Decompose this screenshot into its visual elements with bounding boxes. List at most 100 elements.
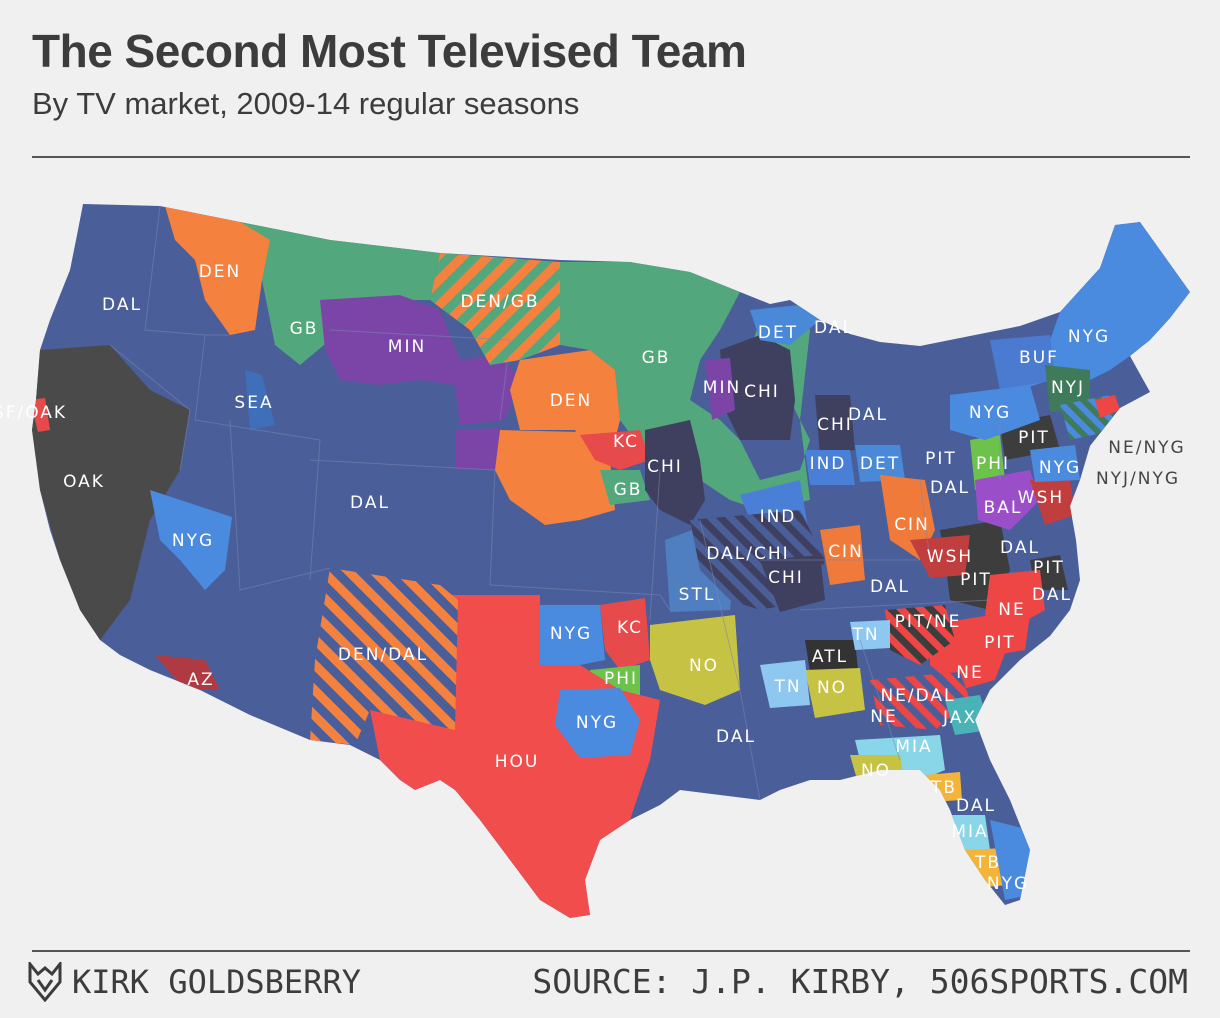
map-label-ind: IND <box>760 507 797 527</box>
region-ind <box>805 450 855 485</box>
map-label-cin: CIN <box>894 515 930 535</box>
map-label-dal: DAL <box>814 318 854 338</box>
map-label-dal: DAL <box>930 478 970 498</box>
region-den-lower <box>495 430 615 525</box>
map-label-det: DET <box>860 454 900 474</box>
region-wsh-va <box>910 535 970 578</box>
region-no-al <box>805 668 865 718</box>
region-pit-ne <box>885 605 955 665</box>
map-label-nyg: NYG <box>172 531 214 551</box>
map-label-buf: BUF <box>1019 348 1059 368</box>
region-nyg-nv <box>150 490 232 590</box>
map-label-nyg: NYG <box>969 403 1011 423</box>
map-label-den: DEN <box>550 391 593 411</box>
map-label-den: DEN <box>199 262 242 282</box>
map-label-bal: BAL <box>984 498 1023 518</box>
map-label-phi: PHI <box>976 454 1010 474</box>
region-det-up <box>750 305 820 345</box>
map-label-atl: ATL <box>812 647 848 667</box>
region-pit-nc <box>985 615 1030 655</box>
map-label-dal-chi: DAL/CHI <box>706 544 789 564</box>
map-label-nyg: NYG <box>1068 327 1110 347</box>
map-label-tb: TB <box>930 778 957 798</box>
map-label-dal: DAL <box>716 727 756 747</box>
map-label-pit: PIT <box>984 633 1016 653</box>
map-label-dal: DAL <box>350 493 390 513</box>
region-chi-ia <box>645 420 705 525</box>
state-borders <box>109 205 1001 801</box>
map-label-ne: NE <box>870 707 897 727</box>
map-label-dal: DAL <box>848 405 888 425</box>
map-label-sea: SEA <box>234 393 273 413</box>
map-label-dal: DAL <box>1032 585 1072 605</box>
map-label-kc: KC <box>613 432 639 452</box>
bottom-divider <box>32 950 1190 952</box>
map-label-pit: PIT <box>1033 558 1065 578</box>
map-label-nyg: NYG <box>550 624 592 644</box>
map-label-chi: CHI <box>744 382 780 402</box>
team-labels: DEN DAL GB MIN DEN/GB SF/OAK SEA OAK NYG DAL DEN GB… <box>0 262 1184 894</box>
region-gb-mn <box>560 262 810 510</box>
map-label-ne: NE <box>956 663 983 683</box>
region-cin-ky <box>820 525 865 585</box>
region-wsh <box>1030 478 1075 525</box>
region-ne-dal <box>870 672 970 730</box>
region-chi-wi <box>720 335 795 440</box>
region-nyg-nj <box>1030 445 1080 482</box>
region-nyg-ny <box>950 385 1040 440</box>
map-label-wsh: WSH <box>1018 488 1064 508</box>
region-bal <box>975 470 1040 530</box>
top-divider <box>32 156 1190 158</box>
map-label-min: MIN <box>703 378 741 398</box>
map-label-nyg: NYG <box>1039 458 1081 478</box>
region-min-east <box>705 358 735 420</box>
page-subtitle: By TV market, 2009-14 regular seasons <box>32 86 580 121</box>
region-den-nw <box>165 206 275 335</box>
map-label-mia: MIA <box>895 737 932 757</box>
map-label-gb: GB <box>290 319 319 339</box>
source-credit: SOURCE: J.P. KIRBY, 506SPORTS.COM <box>532 962 1188 1001</box>
map-label-stl: STL <box>679 585 716 605</box>
fox-logo-icon <box>28 962 62 1002</box>
map-label-tn: TN <box>773 677 801 697</box>
map-label-gb: GB <box>642 348 671 368</box>
map-label-mia: MIA <box>951 822 988 842</box>
map-label-wsh: WSH <box>927 547 973 567</box>
map-label-pit: PIT <box>925 449 957 469</box>
map-label-ind: IND <box>810 454 847 474</box>
map-label-tb: TB <box>974 853 1001 873</box>
region-no-ar <box>650 615 740 705</box>
region-gb-mt <box>240 222 440 365</box>
map-label-dal: DAL <box>956 796 996 816</box>
map-label-hou: HOU <box>495 752 540 772</box>
map-label-nyj-nyg: NYJ/NYG <box>1096 469 1180 489</box>
map-label-pit: PIT <box>960 570 992 590</box>
map-label-ne: NE <box>998 600 1025 620</box>
map-label-az: AZ <box>187 670 214 690</box>
region-min-west <box>320 295 520 425</box>
map-label-jax: JAX <box>942 708 977 728</box>
region-nyg-tx <box>555 688 640 758</box>
map-label-dal: DAL <box>102 295 142 315</box>
map-label-pit: PIT <box>1018 428 1050 448</box>
region-nyj <box>1045 365 1090 412</box>
region-chi-mi <box>815 395 855 455</box>
author-name: KIRK GOLDSBERRY <box>72 963 361 1001</box>
map-label-chi: CHI <box>768 568 804 588</box>
region-den-dal <box>310 568 458 745</box>
map-label-phi: PHI <box>604 669 638 689</box>
region-kc-ok <box>600 598 650 670</box>
map-label-oak: OAK <box>63 472 105 492</box>
map-label-chi: CHI <box>647 457 683 477</box>
map-label-no: NO <box>861 761 891 781</box>
region-tn-ms <box>760 660 810 708</box>
region-oak <box>32 345 190 640</box>
author-credit: KIRK GOLDSBERRY <box>28 962 361 1002</box>
region-ne-ct <box>1095 395 1120 418</box>
map-label-gb: GB <box>614 480 643 500</box>
map-label-sf-oak: SF/OAK <box>0 403 67 423</box>
map-label-cin: CIN <box>828 542 864 562</box>
region-buf <box>990 335 1055 390</box>
map-label-ne-dal: NE/DAL <box>880 686 955 706</box>
